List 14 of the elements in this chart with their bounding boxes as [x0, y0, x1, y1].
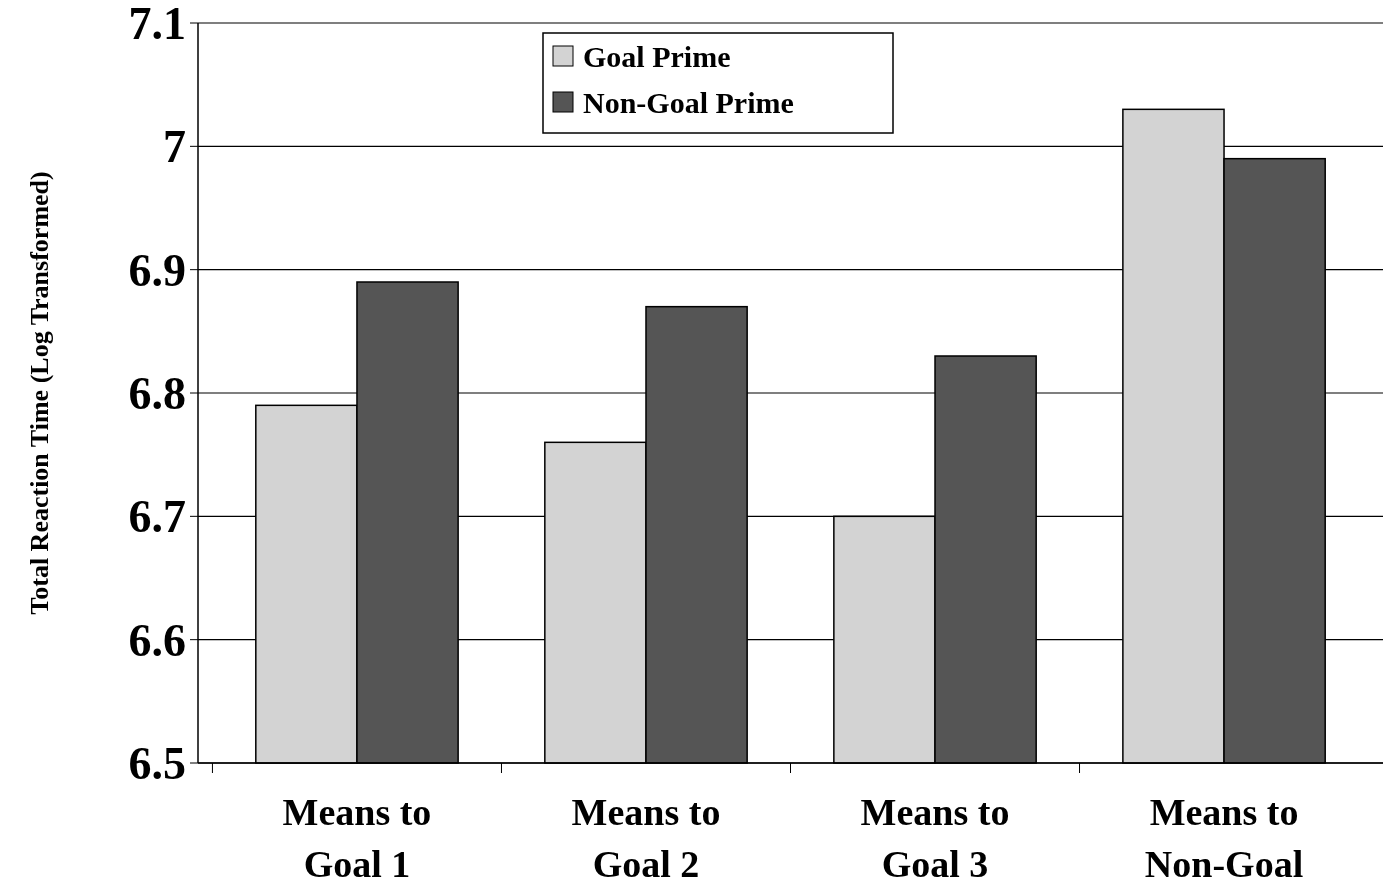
- x-tick-label: Means to Non-Goal: [1144, 791, 1304, 885]
- y-tick-label: 6.5: [128, 738, 186, 790]
- x-tick-label: Means to Goal 1: [282, 791, 432, 885]
- y-tick-label: 6.9: [128, 244, 186, 296]
- legend-label: Goal Prime: [583, 39, 731, 73]
- y-tick-label: 7.1: [128, 0, 186, 50]
- y-tick-label: 6.6: [128, 614, 186, 666]
- y-axis-title: Total Reaction Time (Log Transformed): [25, 171, 54, 615]
- legend-label: Non-Goal Prime: [583, 85, 794, 119]
- y-tick-label: 6.8: [128, 368, 186, 420]
- x-tick-label: Means to Goal 3: [860, 791, 1010, 885]
- x-tick-label: Means to Goal 2: [571, 791, 721, 885]
- y-tick-label: 7: [163, 121, 186, 173]
- y-tick-label: 6.7: [128, 491, 186, 543]
